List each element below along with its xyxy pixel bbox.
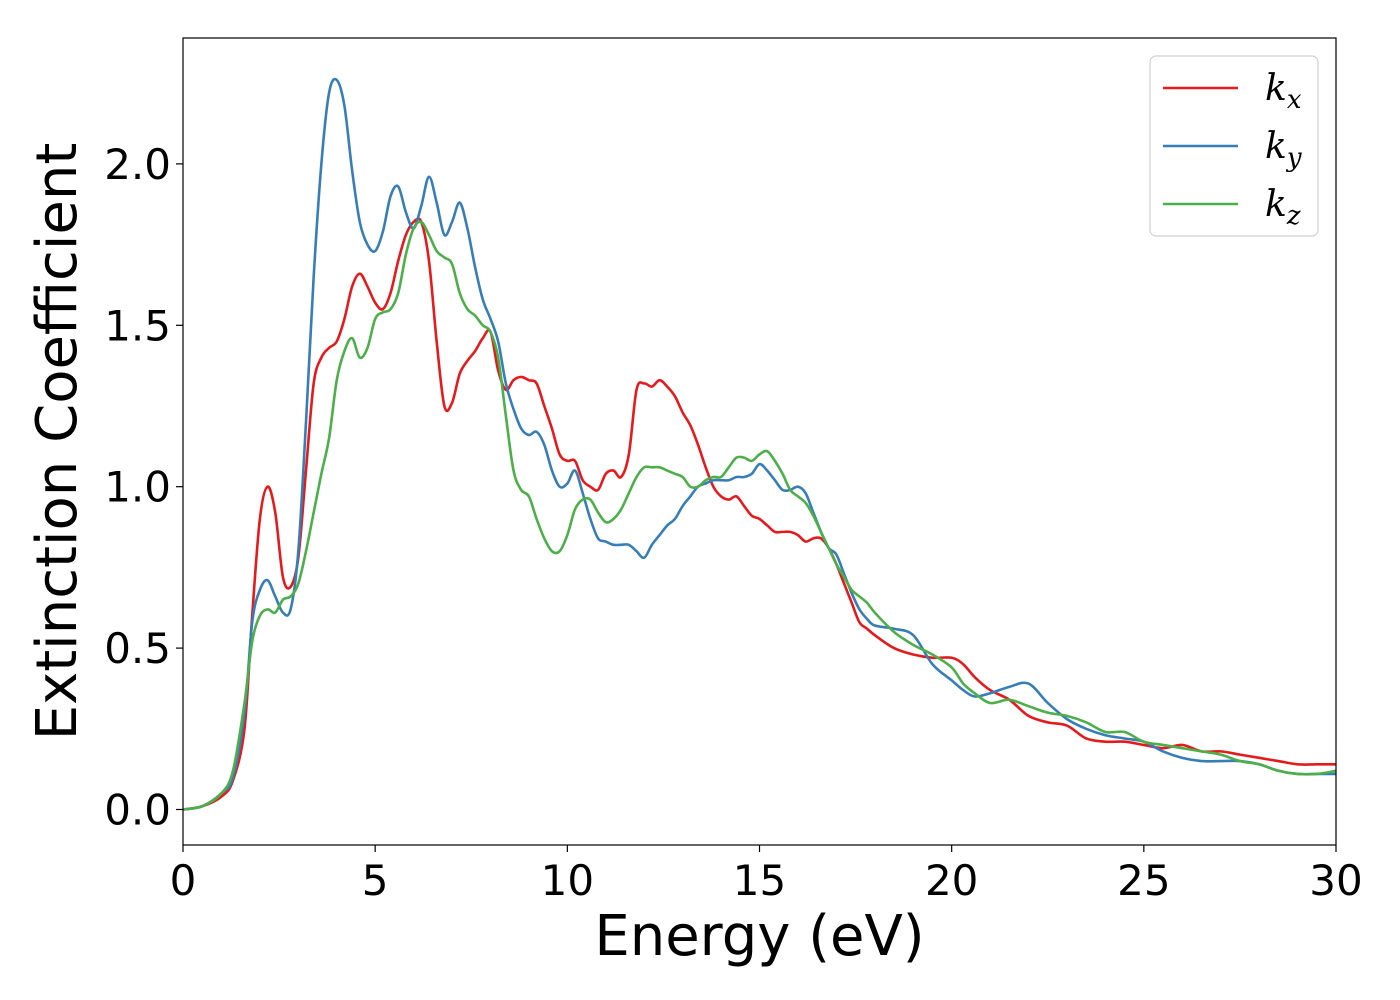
y-tick-label: 1.0 (104, 463, 171, 512)
legend-label-ky: ky (1265, 126, 1302, 173)
legend-label-main: k (1265, 126, 1287, 167)
legend-label-subscript: x (1287, 85, 1302, 115)
x-axis-title: Energy (eV) (594, 904, 924, 969)
series-line-ky (183, 77, 1336, 811)
x-tick-label: 0 (170, 856, 197, 905)
x-tick-label: 30 (1309, 856, 1362, 905)
legend-label-main: k (1265, 184, 1287, 225)
x-tick-label: 20 (925, 856, 978, 905)
y-tick-label: 0.5 (104, 624, 171, 673)
series-line-kx (183, 217, 1336, 811)
series-line-kz (183, 220, 1336, 811)
legend-label-kz: kz (1265, 184, 1301, 231)
legend-label-kx: kx (1265, 68, 1302, 115)
x-tick-label: 5 (362, 856, 389, 905)
x-tick-label: 10 (541, 856, 594, 905)
legend-label-subscript: y (1286, 143, 1302, 173)
legend-label-main: k (1265, 68, 1287, 109)
series-lines (183, 77, 1336, 811)
x-tick-label: 15 (733, 856, 786, 905)
x-axis: 0 5 10 15 20 25 30 (170, 845, 1363, 905)
y-tick-label: 1.5 (104, 301, 171, 350)
y-tick-label: 0.0 (104, 785, 171, 834)
plot-area (183, 38, 1336, 845)
y-axis: 0.0 0.5 1.0 1.5 2.0 (104, 140, 183, 834)
y-axis-title: Extinction Coefficient (25, 143, 90, 741)
x-tick-label: 25 (1117, 856, 1170, 905)
y-tick-label: 2.0 (104, 140, 171, 189)
legend-label-subscript: z (1286, 201, 1301, 231)
